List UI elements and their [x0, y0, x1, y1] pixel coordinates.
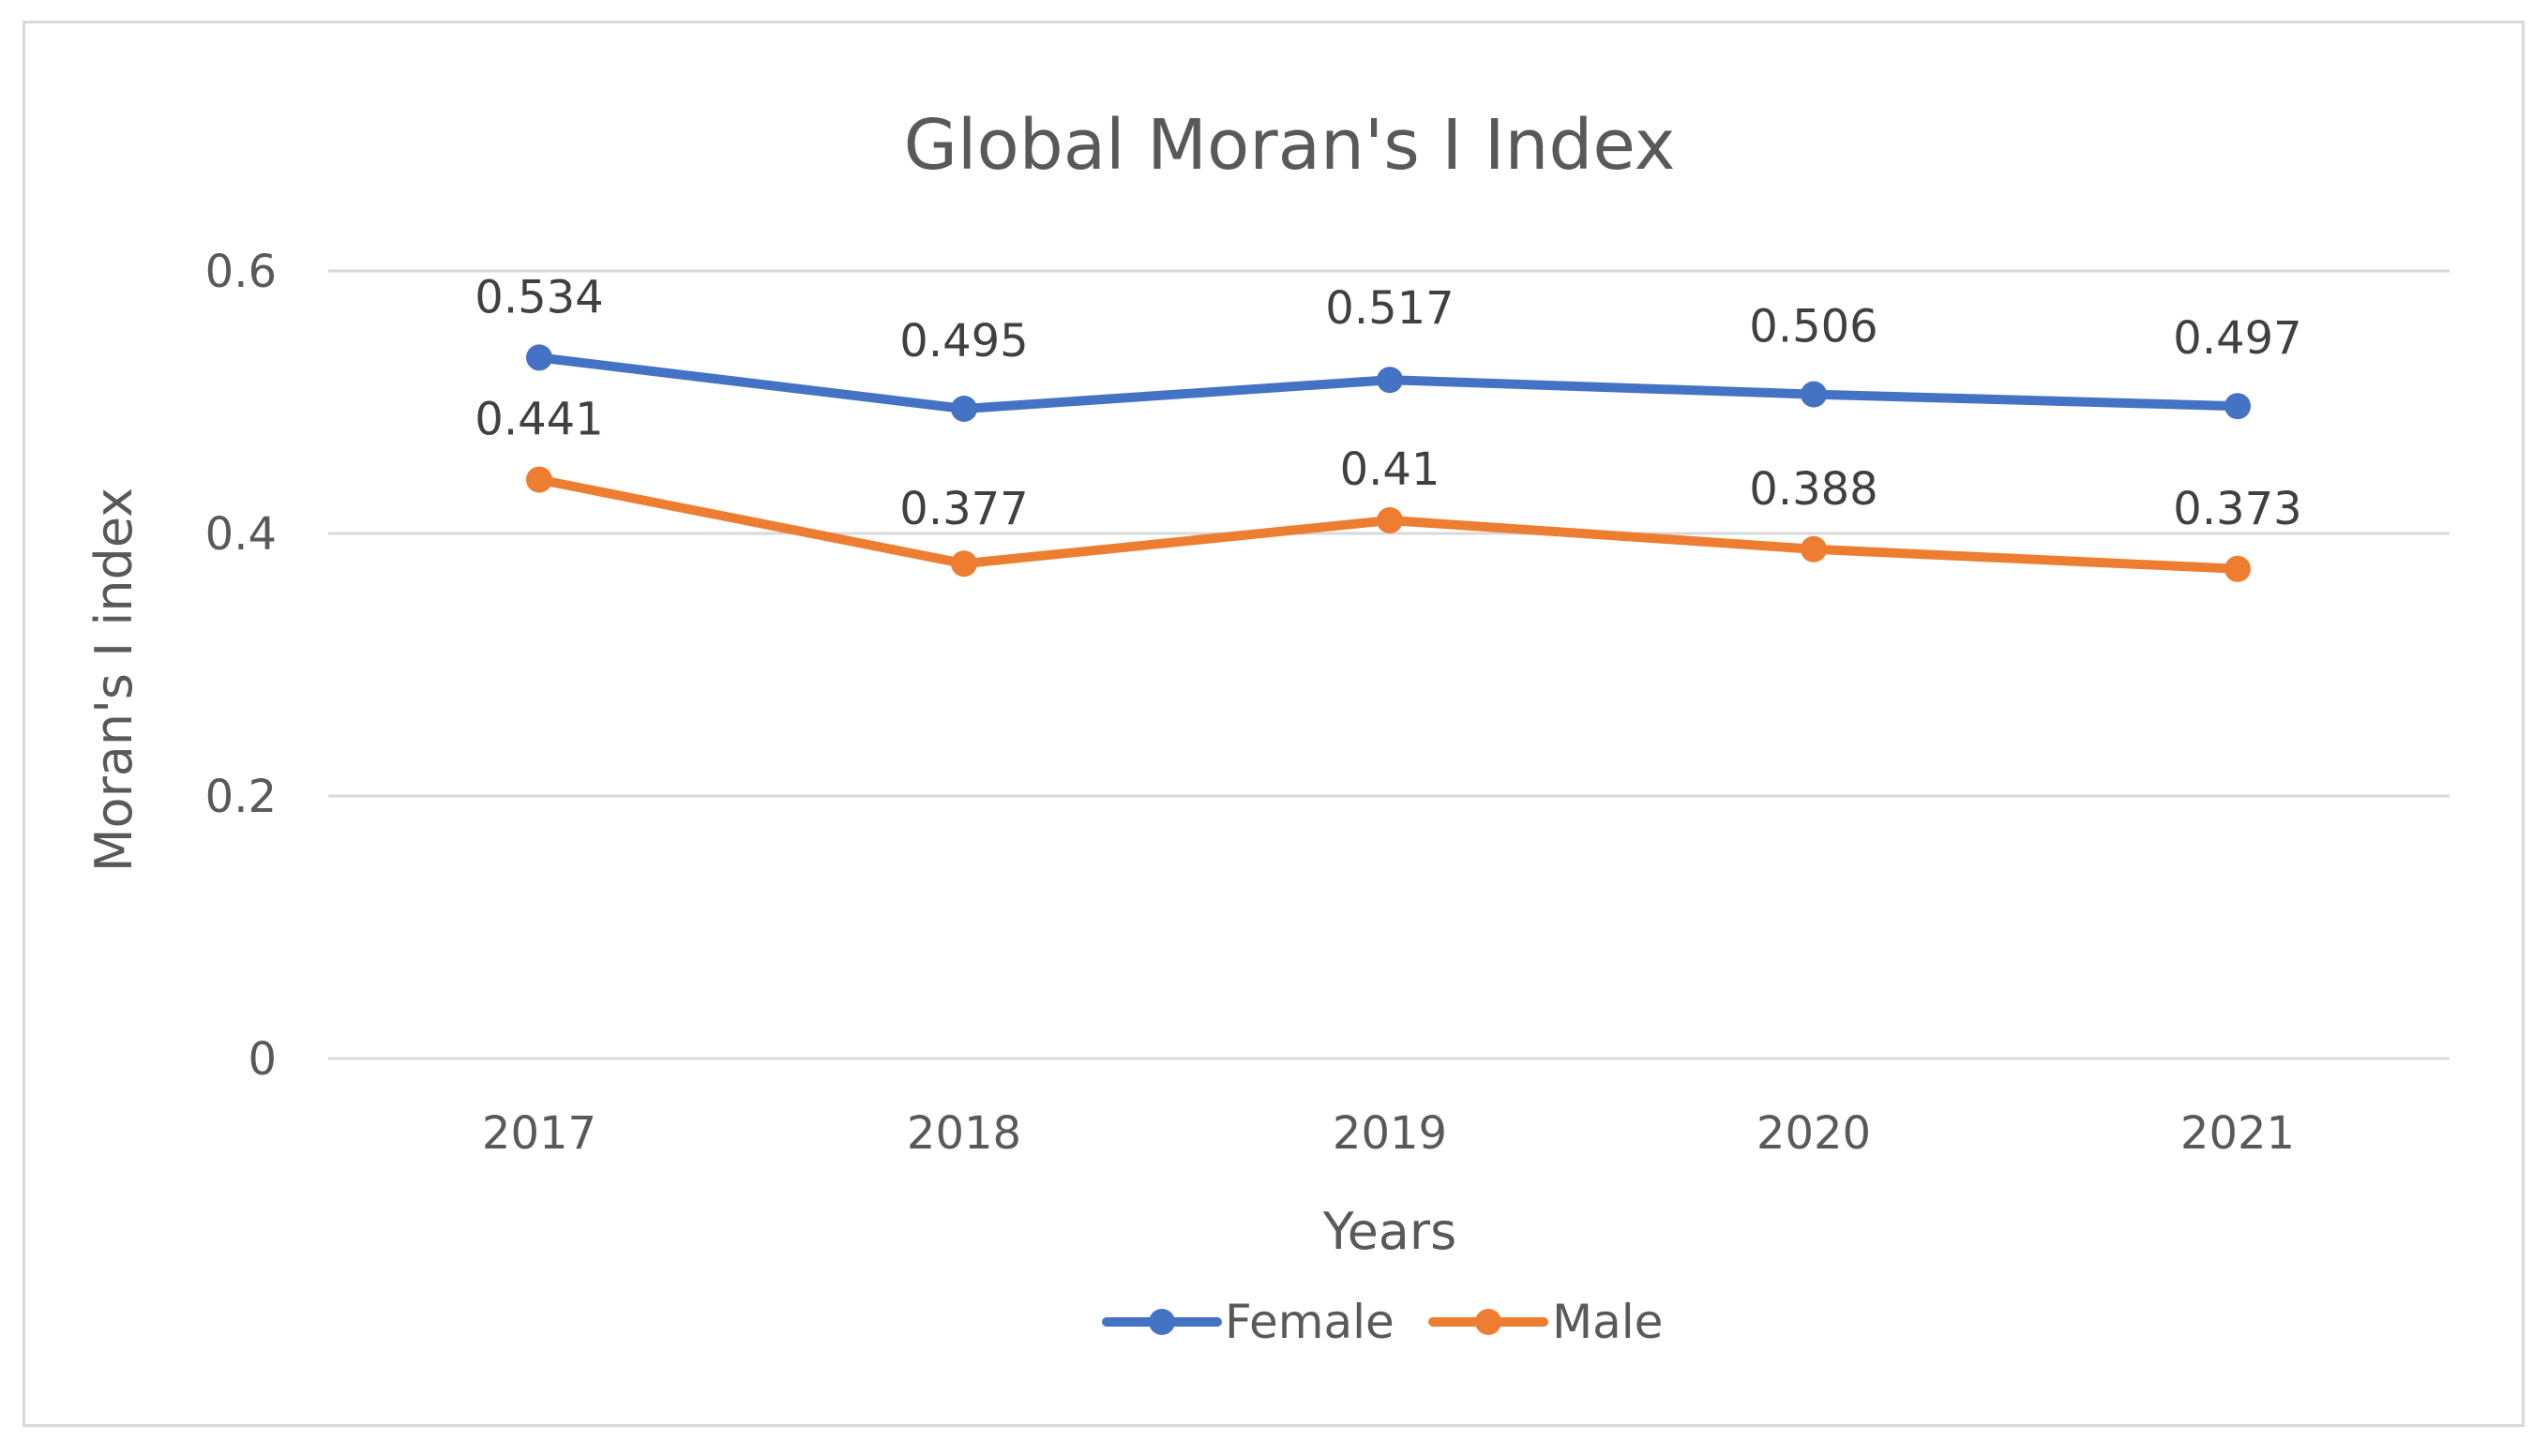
y-axis-ticks: 0 0.2 0.4 0.6 — [205, 246, 277, 1086]
data-point-male — [1377, 507, 1403, 533]
y-tick-label: 0 — [248, 1033, 277, 1086]
data-point-female — [526, 344, 552, 371]
data-label-male: 0.41 — [1340, 443, 1440, 496]
x-axis-label: Years — [1322, 1202, 1456, 1261]
x-tick-label: 2018 — [907, 1107, 1021, 1160]
series-lines — [526, 344, 2251, 582]
data-label-male: 0.373 — [2173, 483, 2301, 535]
y-tick-label: 0.4 — [205, 508, 277, 561]
data-label-male: 0.377 — [899, 483, 1028, 535]
data-point-female — [1377, 367, 1403, 394]
x-tick-label: 2017 — [482, 1107, 596, 1160]
x-tick-label: 2019 — [1333, 1107, 1447, 1160]
data-label-male: 0.441 — [475, 394, 603, 446]
x-tick-label: 2021 — [2180, 1107, 2295, 1160]
chart-title: Global Moran's I Index — [904, 105, 1676, 186]
chart-frame — [23, 21, 2525, 1427]
data-point-female — [1801, 381, 1827, 408]
data-label-female: 0.506 — [1749, 301, 1877, 353]
legend-label-female: Female — [1225, 1295, 1395, 1349]
data-point-female — [951, 396, 977, 422]
data-point-male — [526, 466, 552, 493]
legend: Female Male — [1102, 1295, 1663, 1349]
data-point-female — [2224, 393, 2251, 420]
data-point-male — [951, 550, 977, 578]
gridlines — [328, 269, 2450, 1060]
y-axis-label: Moran's I index — [84, 488, 143, 872]
legend-marker-male — [1475, 1309, 1501, 1335]
legend-label-male: Male — [1552, 1295, 1663, 1349]
x-tick-label: 2020 — [1756, 1107, 1871, 1160]
data-label-male: 0.388 — [1749, 463, 1877, 516]
y-tick-label: 0.2 — [205, 771, 277, 823]
data-point-male — [2224, 555, 2251, 582]
legend-marker-female — [1149, 1309, 1175, 1335]
data-label-female: 0.495 — [899, 315, 1028, 368]
x-axis-ticks: 2017 2018 2019 2020 2021 — [482, 1107, 2295, 1160]
y-tick-label: 0.6 — [205, 246, 277, 298]
data-labels: 0.534 0.495 0.517 0.506 0.497 0.441 0.377 0.41 0… — [475, 271, 2301, 535]
data-label-female: 0.517 — [1325, 282, 1454, 335]
data-label-female: 0.497 — [2173, 312, 2301, 365]
data-point-male — [1801, 535, 1827, 563]
data-label-female: 0.534 — [475, 271, 603, 323]
